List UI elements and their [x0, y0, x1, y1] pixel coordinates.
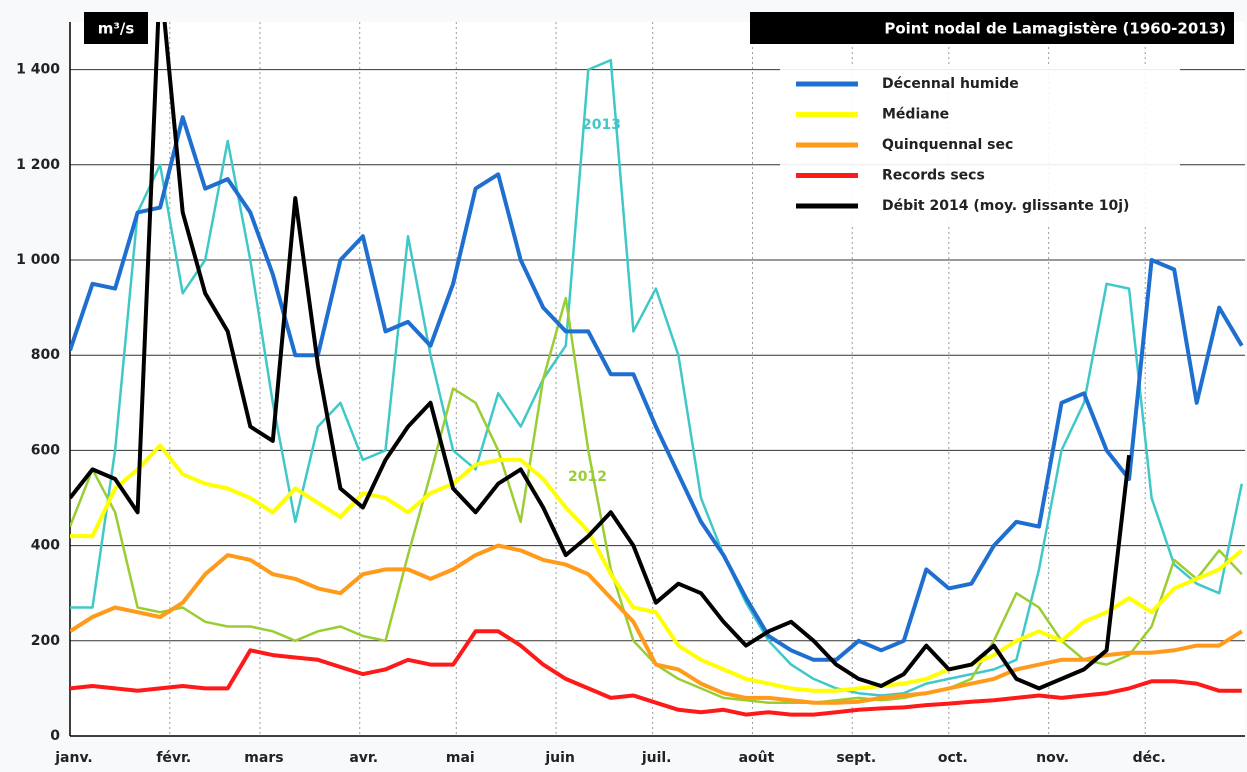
- x-tick-label: mai: [446, 750, 475, 766]
- x-tick-label: déc.: [1133, 750, 1166, 766]
- x-tick-label: févr.: [156, 750, 191, 766]
- series-label: 2013: [582, 117, 621, 133]
- y-tick-label: 800: [31, 347, 60, 363]
- labels: 0 200 400 600 800 1 000 1 200 1 400 janv. févr. ma…: [16, 62, 1166, 766]
- line-series: [70, 629, 1242, 717]
- legend-label: Records secs: [882, 168, 985, 184]
- y-tick-label: 200: [31, 633, 60, 649]
- legend-label: Décennal humide: [882, 76, 1019, 92]
- unit-box: [84, 12, 148, 44]
- lines: [70, 22, 1244, 717]
- x-tick-label: nov.: [1036, 750, 1069, 766]
- title-box: [750, 12, 1234, 44]
- line-series: [70, 443, 1244, 693]
- line-series: [70, 115, 1244, 662]
- line-series: [70, 543, 1243, 705]
- x-tick-label: avr.: [349, 750, 378, 766]
- legend-label: Médiane: [882, 107, 949, 123]
- y-tick-label: 1 400: [16, 62, 60, 78]
- chart-title: Point nodal de Lamagistère (1960-2013): [884, 20, 1226, 38]
- x-tick-label: oct.: [938, 750, 968, 766]
- y-tick-label: 400: [31, 538, 60, 554]
- x-tick-label: janv.: [54, 750, 93, 766]
- y-tick-label: 1 200: [16, 157, 60, 173]
- x-tick-label: août: [739, 750, 775, 766]
- x-tick-label: juil.: [641, 750, 672, 766]
- legend-label: Débit 2014 (moy. glissante 10j): [882, 198, 1129, 214]
- legend-label: Quinquennal sec: [882, 137, 1013, 153]
- y-tick-label: 1 000: [16, 252, 60, 268]
- y-tick-label: 0: [50, 728, 60, 744]
- line-series: [70, 22, 1132, 691]
- series-label: 2012: [568, 469, 607, 485]
- x-tick-label: juin: [544, 750, 575, 766]
- legend: Décennal humide Médiane Quinquennal sec Rec…: [780, 66, 1180, 224]
- x-tick-label: sept.: [836, 750, 876, 766]
- line-series: [70, 58, 1244, 697]
- y-tick-label: 600: [31, 442, 60, 458]
- y-axis-unit: m³/s: [98, 20, 135, 38]
- x-tick-label: mars: [244, 750, 283, 766]
